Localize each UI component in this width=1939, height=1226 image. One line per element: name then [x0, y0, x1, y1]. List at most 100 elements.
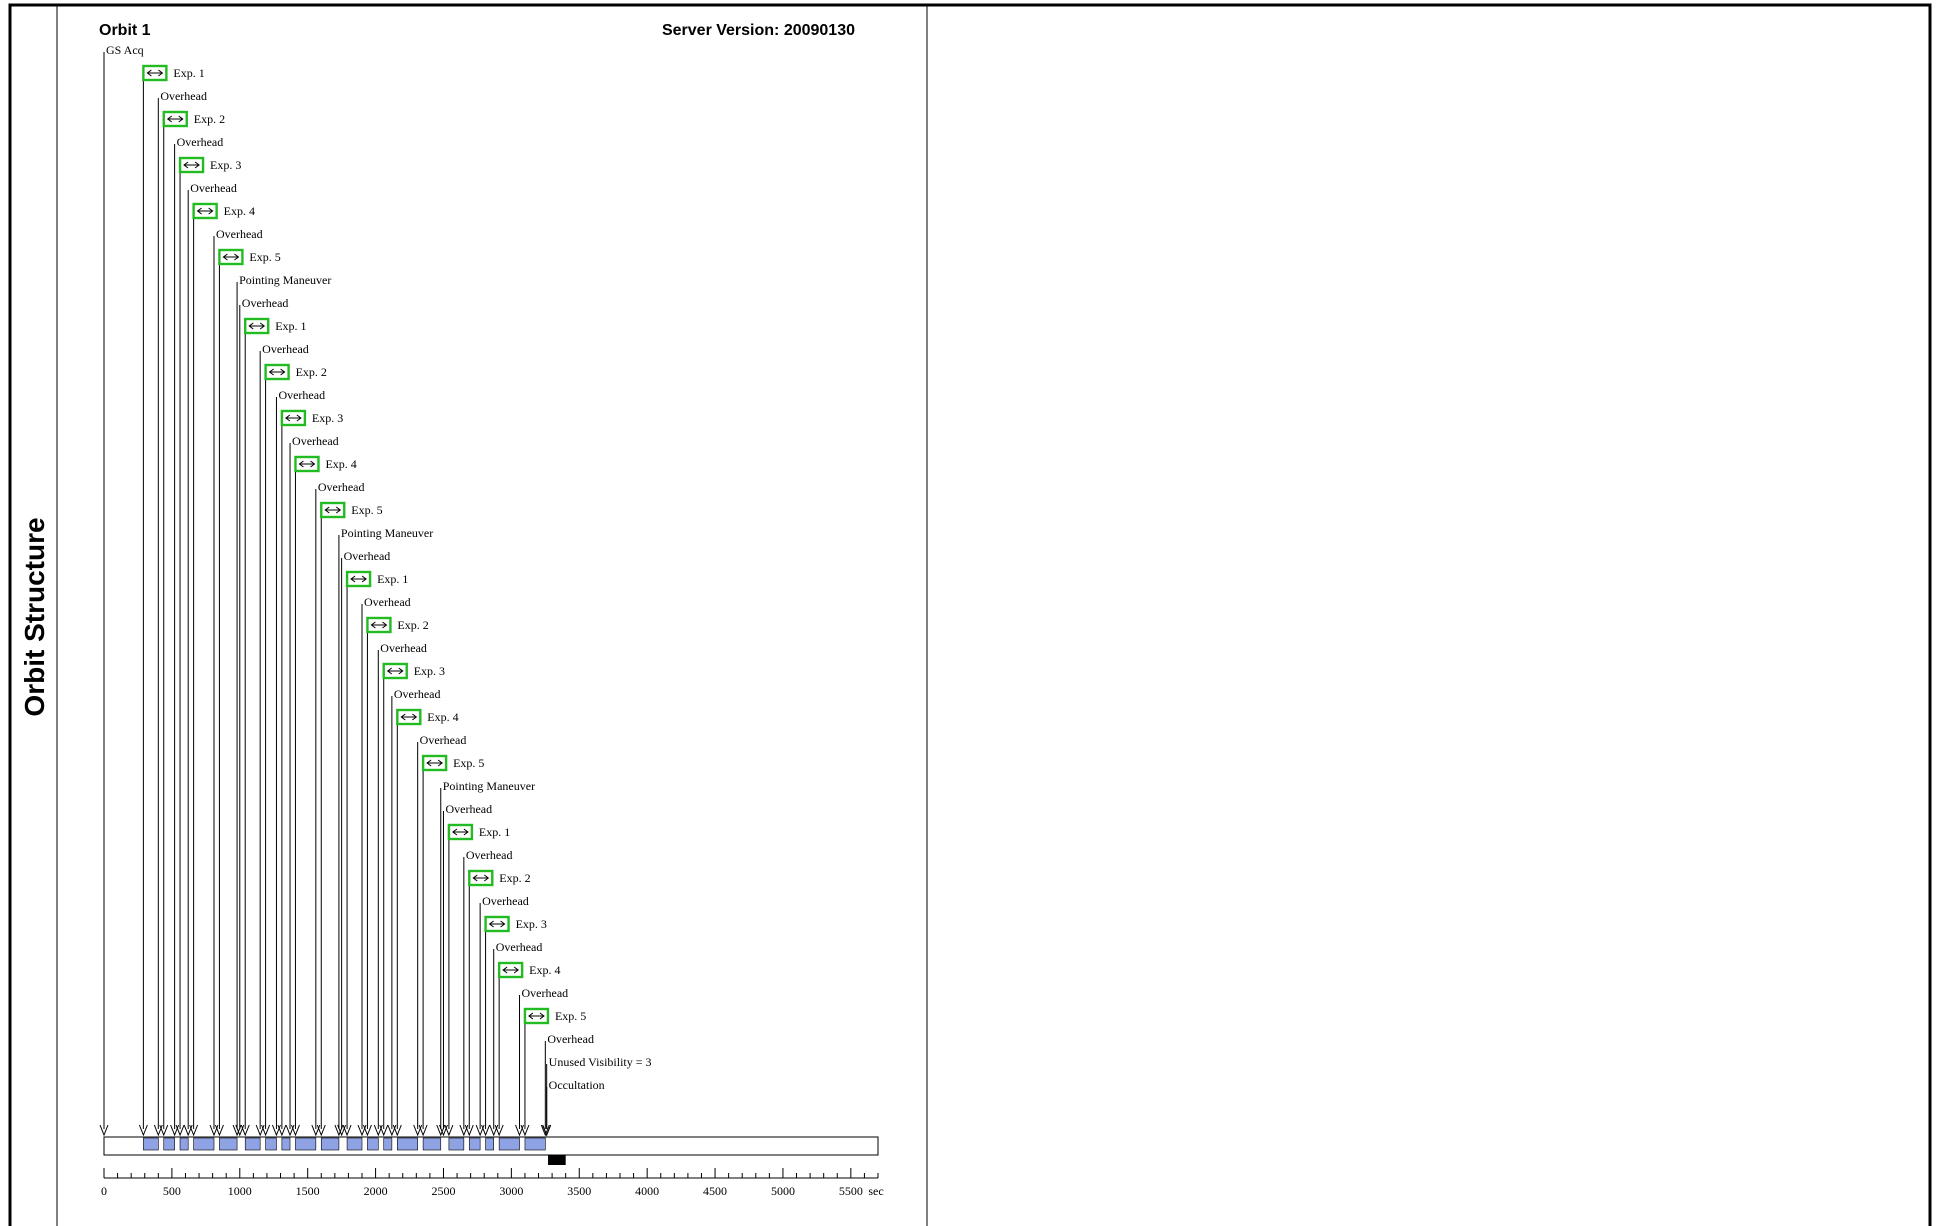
exposure-icon-right-head [382, 621, 388, 629]
exposure-icon-left-head [350, 575, 356, 583]
event-arrow [481, 1124, 491, 1137]
exposure-icon [244, 317, 270, 335]
exposure-cell [448, 1137, 465, 1151]
event-label: Overhead [190, 181, 237, 195]
event-label: Overhead [262, 342, 309, 356]
event-label: Overhead [445, 802, 492, 816]
event-arrow [520, 1124, 530, 1137]
exposure-icon [447, 823, 474, 841]
exposure-cell [179, 1137, 189, 1151]
exposure-cell [281, 1137, 291, 1151]
event-arrow [159, 1124, 169, 1137]
exposure-icon-right-head [208, 207, 214, 215]
occultation-marker [548, 1155, 566, 1165]
event-label: Exp. 3 [312, 411, 343, 425]
event-arrow [342, 1124, 352, 1137]
exposure-icon-right-head [513, 966, 519, 974]
event-label: Exp. 5 [555, 1009, 586, 1023]
exposure-cell [193, 1137, 215, 1151]
event-arrow [290, 1124, 300, 1137]
event-label: Overhead [380, 641, 427, 655]
event-label: Exp. 2 [194, 112, 225, 126]
tick-label: 1500 [296, 1184, 320, 1198]
exposure-cell [498, 1137, 520, 1151]
outer-frame [8, 3, 1932, 1226]
exposure-icon [468, 869, 494, 887]
exposure-icon [294, 455, 320, 473]
exposure-cell [244, 1137, 261, 1151]
exposure-icon-left-head [248, 322, 254, 330]
exposure-icon-left-head [472, 874, 478, 882]
event-label: Exp. 5 [249, 250, 280, 264]
event-label: Overhead [496, 940, 543, 954]
exposure-cell [143, 1137, 159, 1151]
tick-label: 3000 [499, 1184, 523, 1198]
exposure-icon [142, 64, 168, 82]
exposure-cell [320, 1137, 340, 1151]
exposure-icon-left-head [370, 621, 376, 629]
event-arrow [214, 1124, 224, 1137]
event-arrow [542, 1124, 552, 1137]
event-label: Exp. 1 [479, 825, 510, 839]
event-label: Exp. 3 [210, 158, 241, 172]
event-arrow [261, 1124, 271, 1137]
exposure-icon-right-head [178, 115, 184, 123]
event-label: Exp. 4 [427, 710, 458, 724]
exposure-icon-left-head [183, 161, 189, 169]
event-arrow [379, 1124, 389, 1137]
exposure-icon-left-head [452, 828, 458, 836]
exposure-icon-right-head [412, 713, 418, 721]
event-arrow [418, 1124, 428, 1137]
exposure-icon [192, 202, 218, 220]
tick-label: 1000 [228, 1184, 252, 1198]
tick-label: 500 [163, 1184, 181, 1198]
event-arrow [494, 1124, 504, 1137]
event-label: Exp. 3 [516, 917, 547, 931]
event-label: Overhead [522, 986, 569, 1000]
exposure-icon-right-head [539, 1012, 545, 1020]
event-label: Exp. 4 [529, 963, 560, 977]
exposure-icon [421, 754, 448, 772]
exposure-cell [295, 1137, 317, 1151]
exposure-icon-left-head [386, 667, 393, 675]
event-label: Overhead [278, 388, 325, 402]
exposure-cell [397, 1137, 418, 1151]
exposure-cell [265, 1137, 277, 1151]
event-label: Exp. 1 [377, 572, 408, 586]
exposure-icon-left-head [196, 207, 202, 215]
event-label: Pointing Maneuver [443, 779, 535, 793]
event-label: Exp. 5 [453, 756, 484, 770]
timeline: GS Acq Exp. 1 Overhead Exp. 2 Overhead Exp. 3… [99, 43, 879, 1165]
exposure-icon-right-head [280, 368, 286, 376]
exposure-cell [485, 1137, 495, 1151]
event-label: Overhead [242, 296, 289, 310]
exposure-icon-left-head [146, 69, 152, 77]
exposure-icon-right-head [361, 575, 367, 583]
tick-label: 2500 [431, 1184, 455, 1198]
exposure-icon [264, 363, 290, 381]
event-arrow [316, 1124, 326, 1137]
tick-label: 4000 [635, 1184, 659, 1198]
exposure-icon-right-head [296, 414, 302, 422]
event-label: Overhead [292, 434, 339, 448]
exposure-icon-left-head [324, 506, 330, 514]
event-label: Occultation [549, 1078, 605, 1092]
tick-label: 2000 [364, 1184, 388, 1198]
event-arrow [362, 1124, 372, 1137]
event-label: Exp. 4 [325, 457, 356, 471]
event-label: Exp. 1 [173, 66, 204, 80]
event-arrow [540, 1124, 550, 1137]
exposure-cell [383, 1137, 393, 1151]
exposure-cell [163, 1137, 175, 1151]
event-label: Exp. 1 [275, 319, 306, 333]
exposure-icon [484, 915, 510, 933]
tick-label: 5500 [839, 1184, 863, 1198]
exposure-icon-left-head [166, 115, 173, 123]
event-label: Overhead [216, 227, 263, 241]
exposure-icon [366, 616, 392, 634]
event-arrow [444, 1124, 454, 1137]
event-label: GS Acq [106, 43, 144, 57]
event-label: Exp. 2 [296, 365, 327, 379]
exposure-cell [422, 1137, 442, 1151]
